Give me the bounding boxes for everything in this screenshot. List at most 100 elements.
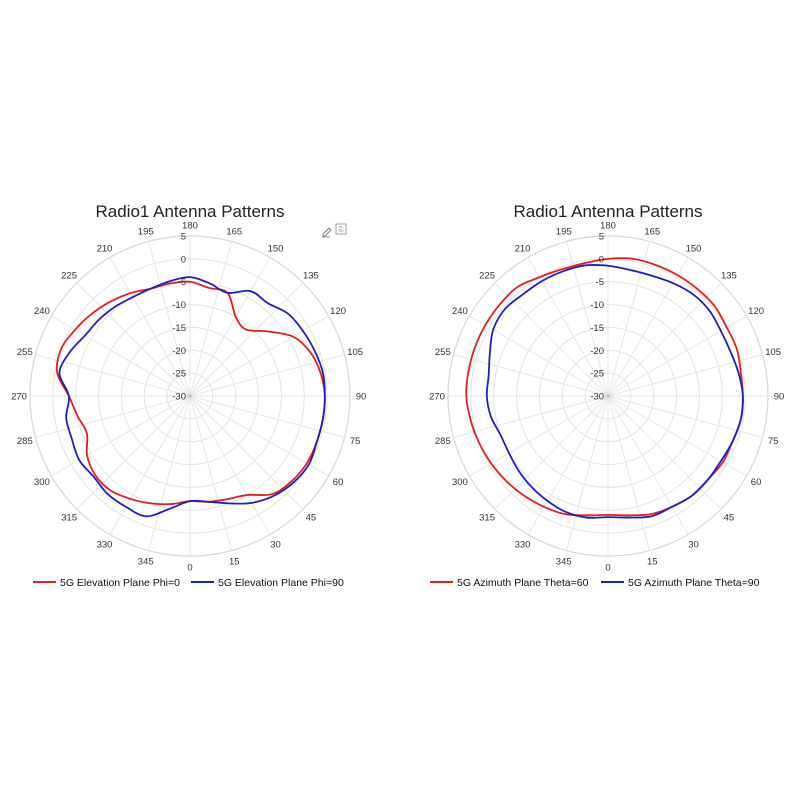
angle-tick-label: 210 (515, 243, 531, 254)
grid-spoke (189, 395, 345, 438)
angle-tick-label: 225 (479, 271, 495, 282)
angle-tick-label: 150 (268, 243, 284, 254)
grid-spoke (527, 395, 609, 535)
angle-tick-label: 315 (61, 512, 77, 523)
grid-spoke (189, 315, 329, 397)
grid-spoke (51, 315, 191, 397)
grid-spoke (607, 395, 650, 551)
series-line-blue (58, 276, 326, 518)
series-group (465, 257, 744, 519)
grid-spoke (109, 257, 191, 397)
angle-tick-label: 150 (686, 243, 702, 254)
grid-spoke (35, 395, 191, 438)
center-point (606, 394, 610, 398)
grid-spoke (189, 395, 329, 477)
polar-grid (447, 235, 769, 557)
angle-tick-label: 30 (270, 540, 281, 551)
grid-spoke (607, 315, 747, 397)
angle-tick-label: 165 (644, 226, 660, 237)
radial-tick-labels: -30 -25 -20 -15 -10 -5 0 5 (172, 232, 186, 403)
grid-spoke (148, 395, 191, 551)
radial-tick-label: -10 (590, 300, 604, 311)
angle-tick-label: 225 (61, 271, 77, 282)
angle-tick-label: 165 (226, 226, 242, 237)
radial-tick-label: -5 (178, 277, 186, 288)
radial-tick-label: -20 (172, 346, 186, 357)
grid-spoke (189, 257, 271, 397)
export-icon[interactable]: ⎘ (335, 223, 347, 235)
grid-spoke (607, 354, 763, 397)
series-line-blue (485, 264, 744, 519)
radial-tick-label: -25 (172, 369, 186, 380)
grid-spoke (189, 282, 304, 397)
series-group (55, 276, 326, 518)
angle-tick-label: 135 (721, 271, 737, 282)
grid-spoke (51, 395, 191, 477)
angle-tick-label: 330 (515, 540, 531, 551)
grid-spoke (148, 241, 191, 397)
angle-tick-label: 330 (97, 540, 113, 551)
radial-tick-label: -25 (590, 369, 604, 380)
grid-spoke (109, 395, 191, 535)
radial-tick-labels: -30 -25 -20 -15 -10 -5 0 5 (590, 232, 604, 403)
angle-tick-label: 300 (34, 477, 50, 488)
legend-label-1: 5G Elevation Plane Phi=90 (218, 577, 344, 589)
angle-tick-label: 60 (333, 477, 344, 488)
angle-tick-label: 315 (479, 512, 495, 523)
radial-tick-label: -10 (172, 300, 186, 311)
angle-tick-label: 345 (138, 557, 154, 568)
grid-spoke (607, 395, 763, 438)
angle-tick-label: 45 (724, 512, 735, 523)
grid-spoke (494, 395, 609, 510)
pencil-icon[interactable] (322, 227, 332, 238)
polar-chart-elevation: Radio1 Antenna Patterns 0 15 30 45 60 75 90 105… (11, 202, 366, 589)
angle-tick-label: 105 (347, 347, 363, 358)
angle-tick-label: 180 (182, 221, 198, 232)
angle-tick-label: 270 (11, 392, 27, 403)
angle-tick-labels: 0 15 30 45 60 75 90 105 120 135 150 165 180 195 210 225… (11, 221, 366, 574)
angle-tick-label: 75 (768, 436, 779, 447)
radial-tick-label: -5 (596, 277, 604, 288)
angle-tick-label: 75 (350, 436, 361, 447)
grid-spoke (469, 395, 609, 477)
angle-tick-label: 0 (187, 563, 192, 574)
angle-tick-label: 240 (34, 306, 50, 317)
angle-tick-label: 240 (452, 306, 468, 317)
radial-tick-label: -15 (172, 323, 186, 334)
angle-tick-label: 120 (330, 306, 346, 317)
grid-spoke (189, 395, 232, 551)
legend-label-0: 5G Azimuth Plane Theta=60 (457, 577, 589, 589)
radial-tick-label: -20 (590, 346, 604, 357)
angle-tick-label: 120 (748, 306, 764, 317)
legend-label-1: 5G Azimuth Plane Theta=90 (628, 577, 760, 589)
angle-tick-label: 285 (17, 436, 33, 447)
angle-tick-label: 30 (688, 540, 699, 551)
angle-tick-label: 90 (774, 392, 785, 403)
angle-tick-label: 345 (556, 557, 572, 568)
angle-tick-label: 195 (556, 226, 572, 237)
radial-tick-label: 0 (181, 254, 186, 265)
radial-tick-label: -30 (172, 392, 186, 403)
chart-title: Radio1 Antenna Patterns (95, 202, 284, 221)
series-line-red (55, 280, 326, 506)
legend: 5G Azimuth Plane Theta=60 5G Azimuth Pla… (430, 577, 760, 589)
angle-tick-label: 270 (429, 392, 445, 403)
angle-tick-label: 285 (435, 436, 451, 447)
radial-tick-label: 0 (599, 254, 604, 265)
svg-text:⎘: ⎘ (339, 227, 344, 234)
grid-spoke (607, 241, 650, 397)
legend: 5G Elevation Plane Phi=0 5G Elevation Pl… (33, 577, 344, 589)
angle-tick-label: 60 (751, 477, 762, 488)
radial-tick-label: 5 (599, 232, 604, 243)
grid-spoke (189, 395, 304, 510)
legend-label-0: 5G Elevation Plane Phi=0 (60, 577, 180, 589)
angle-tick-label: 15 (229, 557, 240, 568)
radial-tick-label: 5 (181, 232, 186, 243)
angle-tick-label: 255 (435, 347, 451, 358)
chart-title: Radio1 Antenna Patterns (513, 202, 702, 221)
series-line-red (465, 257, 744, 517)
polar-grid (29, 235, 351, 557)
angle-tick-label: 15 (647, 557, 658, 568)
angle-tick-label: 300 (452, 477, 468, 488)
